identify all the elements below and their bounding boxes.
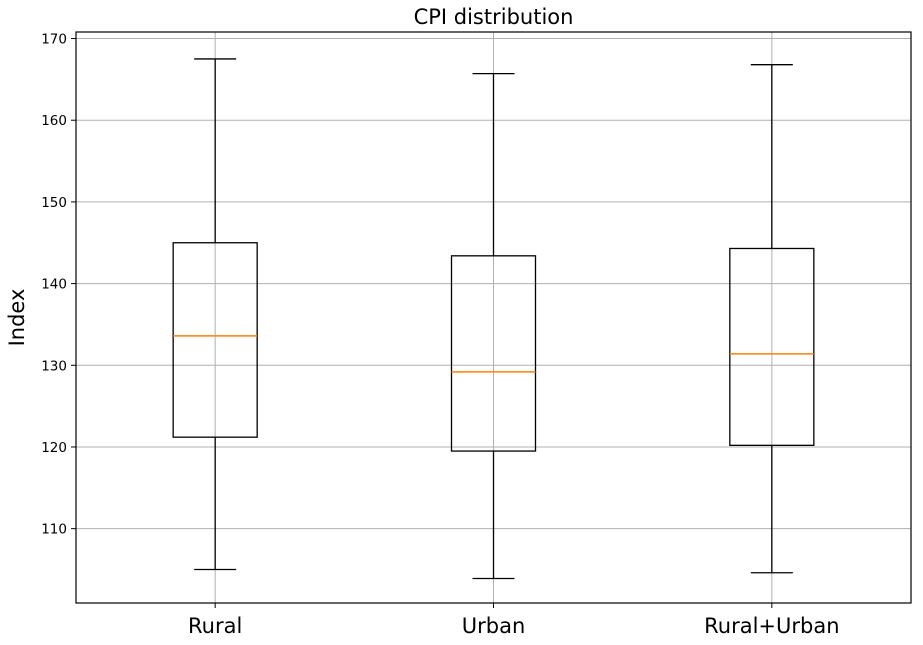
box-group-rural-urban [729, 64, 815, 574]
iqr-box [172, 242, 258, 438]
y-axis-label: Index [5, 289, 29, 347]
y-tick-label: 170 [41, 32, 67, 48]
boxes [172, 58, 815, 580]
iqr-box [450, 255, 537, 452]
axes: 110 120 130 140 150 160 170 Rural Urban Rural+Urb… [41, 32, 839, 638]
y-tick-label: 120 [41, 440, 67, 456]
x-tick-label: Rural+Urban [704, 614, 839, 638]
y-tick-label: 110 [41, 522, 67, 538]
y-tick-label: 160 [41, 113, 67, 129]
plot-frame [75, 31, 912, 604]
box-group-rural [172, 58, 258, 571]
y-tick-label: 130 [41, 358, 67, 374]
iqr-box [729, 247, 815, 446]
y-tick-label: 150 [41, 195, 67, 211]
chart-title: CPI distribution [414, 5, 574, 29]
x-tick-label: Rural [188, 614, 242, 638]
y-tick-label: 140 [41, 277, 67, 293]
box-group-urban [450, 73, 537, 580]
x-tick-label: Urban [462, 614, 526, 638]
